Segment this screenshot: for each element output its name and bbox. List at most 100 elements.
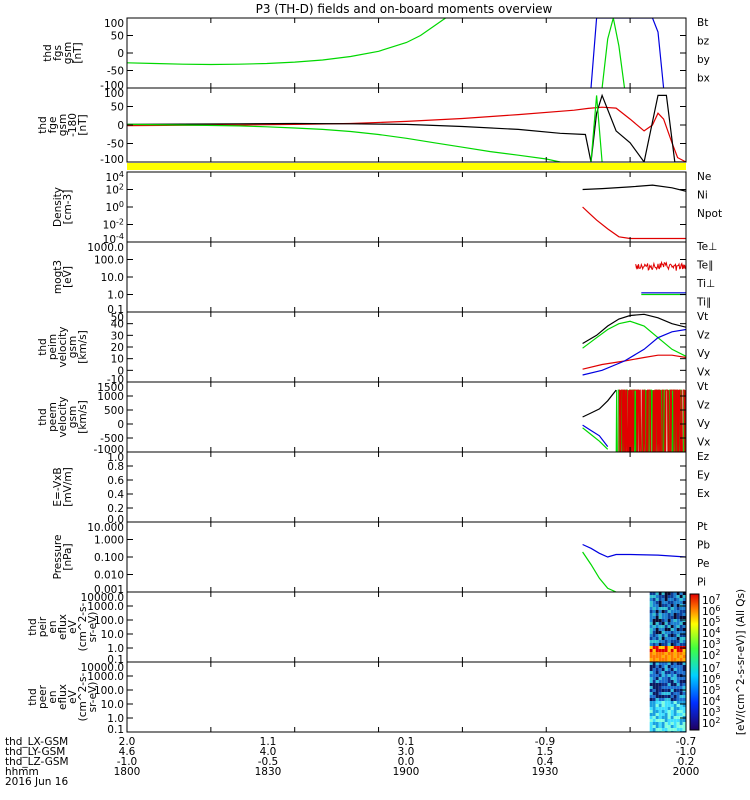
spectrogram-cell <box>658 674 662 677</box>
spectrogram-cell <box>661 607 665 610</box>
legend-Pb: Pb <box>697 540 710 552</box>
spectrogram-cell <box>649 628 653 631</box>
spectrogram-cell <box>661 698 665 701</box>
spectrogram-cell <box>682 671 686 674</box>
spectrogram-cell <box>679 622 683 625</box>
y-axis-label-line: thd <box>37 338 49 355</box>
spectrogram-cell <box>679 662 683 665</box>
spectrogram-cell <box>661 613 665 616</box>
spectrogram-cell <box>673 710 677 713</box>
spectrogram-cell <box>670 671 674 674</box>
spectrogram-cell <box>658 628 662 631</box>
spectrogram-cell <box>667 671 671 674</box>
spectrogram-cell <box>676 710 680 713</box>
spectrogram-cell <box>667 695 671 698</box>
bottom-row-value: -1.0 <box>676 746 697 758</box>
spectrogram-cell <box>658 601 662 604</box>
spectrogram-cell <box>679 728 683 731</box>
spectrogram-cell <box>676 595 680 598</box>
spectrogram-cell <box>664 713 668 716</box>
spectrogram-cell <box>673 643 677 646</box>
spectrogram-cell <box>676 619 680 622</box>
y-tick-label: -50 <box>107 66 124 78</box>
spectrogram-cell <box>661 722 665 725</box>
spectrogram-cell <box>649 668 653 671</box>
series-by <box>127 18 446 66</box>
legend-Ez: Ez <box>697 451 710 463</box>
y-tick-label: 0.1 <box>107 304 124 316</box>
spectrogram-cell <box>649 625 653 628</box>
spectrogram-cell <box>652 698 656 701</box>
spectrogram-cell <box>673 604 677 607</box>
y-axis-label-line: peem <box>47 402 59 432</box>
colorbar-tick-label: 106 <box>702 604 720 618</box>
bottom-row-value: 2000 <box>673 766 700 778</box>
spectrogram-cell <box>667 604 671 607</box>
spectrogram-cell <box>667 716 671 719</box>
legend-Pt: Pt <box>697 521 707 533</box>
spectrogram-cell <box>661 655 665 658</box>
burst-red <box>618 389 686 452</box>
series-by <box>127 123 561 162</box>
panel-frame <box>126 171 687 243</box>
spectrogram-cell <box>667 662 671 665</box>
spectrogram-cell <box>655 619 659 622</box>
spectrogram-cell <box>655 652 659 655</box>
y-axis-label-line: peer <box>37 684 49 709</box>
colorbar-tick-label: 103 <box>702 637 720 651</box>
spectrogram-cell <box>670 689 674 692</box>
y-tick-label: 0 <box>117 120 124 132</box>
series-Bt <box>127 93 686 162</box>
spectrogram-cell <box>649 677 653 680</box>
y-tick-label: 10-2 <box>103 218 124 232</box>
spectrogram-cell <box>676 686 680 689</box>
y-tick-label: -1000 <box>93 444 124 456</box>
spectrogram-cell <box>670 610 674 613</box>
legend-Te⊥: Te⊥ <box>696 241 717 253</box>
spectrogram-cell <box>676 728 680 731</box>
spectrogram-cell <box>652 686 656 689</box>
spectrogram-cell <box>682 704 686 707</box>
spectrogram-cell <box>652 713 656 716</box>
spectrogram-cell <box>655 689 659 692</box>
spectrogram-cell <box>658 652 662 655</box>
panel-frame <box>126 241 687 313</box>
spectrogram-cell <box>652 662 656 665</box>
spectrogram-cell <box>664 598 668 601</box>
spectrogram-cell <box>655 701 659 704</box>
spectrogram-cell <box>664 716 668 719</box>
spectrogram-cell <box>682 686 686 689</box>
spectrogram-cell <box>676 592 680 595</box>
y-tick-label: -10 <box>107 374 124 386</box>
spectrogram-cell <box>658 619 662 622</box>
y-axis-label-line: sr-eV) <box>87 612 99 643</box>
y-axis-label-line: (cm^2-s- <box>77 672 89 721</box>
y-axis-label-line: en <box>47 690 59 703</box>
spectrogram-cell <box>667 643 671 646</box>
spectrogram-cell <box>679 628 683 631</box>
spectrogram-cell <box>655 719 659 722</box>
spectrogram-cell <box>676 707 680 710</box>
spectrogram-cell <box>670 662 674 665</box>
spectrogram-cell <box>649 695 653 698</box>
y-axis-label-line: -180 <box>67 113 79 137</box>
spectrogram-cell <box>649 595 653 598</box>
spectrogram-cell <box>661 689 665 692</box>
y-axis-label-line: thd <box>42 44 54 61</box>
bottom-row-value: 2.0 <box>119 736 136 748</box>
spectrogram-cell <box>673 713 677 716</box>
colorbar-tick-label: 105 <box>702 615 720 629</box>
spectrogram-cell <box>679 671 683 674</box>
spectrogram-cell <box>664 634 668 637</box>
spectrogram-cell <box>670 668 674 671</box>
spectrogram-cell <box>682 658 686 661</box>
bottom-row-label: thd_LX-GSM <box>5 736 68 748</box>
spectrogram-cell <box>658 592 662 595</box>
spectrogram-cell <box>682 710 686 713</box>
spectrogram-cell <box>679 710 683 713</box>
spectrogram-cell <box>679 722 683 725</box>
spectrogram-cell <box>676 674 680 677</box>
y-axis-label-line: peim <box>47 334 59 360</box>
